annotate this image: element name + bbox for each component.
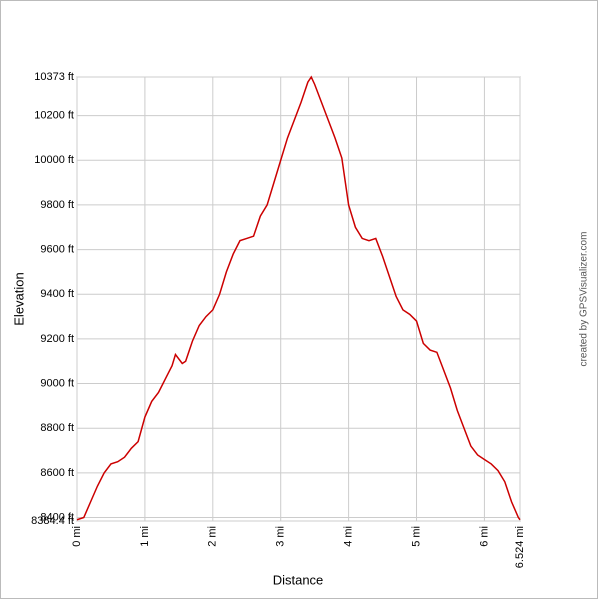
x-tick-label: 2 mi: [207, 526, 219, 547]
y-tick-label: 8800 ft: [40, 422, 74, 434]
x-tick-label: 6.524 mi: [514, 526, 526, 568]
y-tick-label: 9600 ft: [40, 243, 74, 255]
y-tick-label: 10373 ft: [34, 71, 74, 83]
y-tick-label: 9200 ft: [40, 333, 74, 345]
x-axis-label: Distance: [273, 572, 324, 587]
y-tick-label: 8384.4 ft: [31, 515, 74, 527]
y-tick-label: 10200 ft: [34, 110, 74, 122]
x-tick-label: 1 mi: [139, 526, 151, 547]
y-tick-label: 9000 ft: [40, 377, 74, 389]
y-tick-label: 9800 ft: [40, 199, 74, 211]
y-axis-label: Elevation: [11, 272, 26, 325]
x-tick-label: 3 mi: [275, 526, 287, 547]
y-tick-label: 8600 ft: [40, 467, 74, 479]
y-tick-label: 9400 ft: [40, 288, 74, 300]
x-tick-label: 5 mi: [410, 526, 422, 547]
y-tick-label: 10000 ft: [34, 154, 74, 166]
credit: created by GPSVisualizer.com: [579, 232, 590, 367]
elevation-line: [76, 75, 521, 521]
plot-area: [76, 76, 521, 522]
x-tick-label: 6 mi: [478, 526, 490, 547]
y-tick-label: 8400 ft: [40, 511, 74, 523]
x-tick-label: 0 mi: [71, 526, 83, 547]
x-tick-label: 4 mi: [343, 526, 355, 547]
